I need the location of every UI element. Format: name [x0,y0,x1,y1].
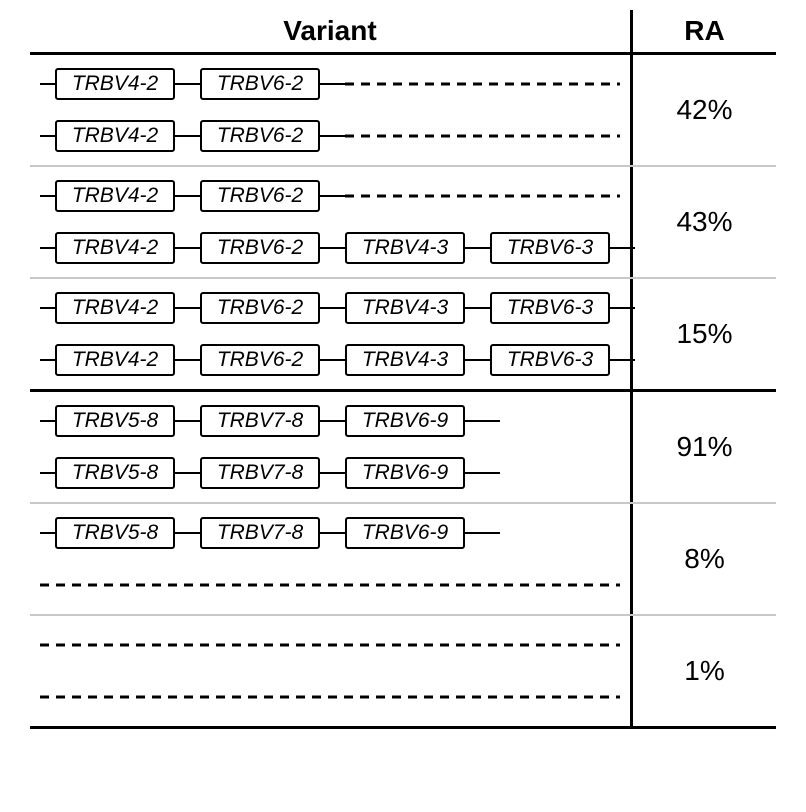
section: TRBV4-2 TRBV6-2 TRBV4-3 TRBV6-3 TRBV4-2 TRBV6… [30,279,776,389]
dash-line [345,83,620,86]
gene-box: TRBV4-2 [55,232,175,264]
ra-value: 43% [630,167,776,277]
gene-box: TRBV6-2 [200,68,320,100]
dash-line [40,584,620,587]
gene-box: TRBV4-2 [55,120,175,152]
ra-value: 42% [630,55,776,165]
ra-value: 1% [630,616,776,726]
allele-row: TRBV5-8 TRBV7-8 TRBV6-9 [30,402,630,440]
section: TRBV4-2 TRBV6-2 TRBV4-2 TRBV6-2 TRBV4-3 TRBV6… [30,167,776,277]
allele-row: TRBV4-2 TRBV6-2 TRBV4-3 TRBV6-3 [30,341,630,379]
variant-column: TRBV5-8 TRBV7-8 TRBV6-9 TRBV5-8 TRBV7-8 TRBV6… [30,392,630,502]
variant-column: TRBV4-2 TRBV6-2 TRBV4-2 TRBV6-2 TRBV4-3 TRBV6… [30,167,630,277]
dash-line [40,696,620,699]
gene-box: TRBV5-8 [55,517,175,549]
table-header: Variant RA [30,10,776,52]
variant-column: TRBV5-8 TRBV7-8 TRBV6-9 [30,504,630,614]
ra-value: 15% [630,279,776,389]
thick-divider [30,726,776,729]
allele-row: TRBV4-2 TRBV6-2 [30,65,630,103]
gene-box: TRBV5-8 [55,457,175,489]
section: TRBV5-8 TRBV7-8 TRBV6-9 8% [30,504,776,614]
allele-row [30,678,630,716]
gene-box: TRBV6-3 [490,292,610,324]
header-ra: RA [630,10,776,52]
gene-box: TRBV4-2 [55,344,175,376]
table-body: TRBV4-2TRBV6-2TRBV4-2TRBV6-242%TRBV4-2TR… [30,52,776,729]
section: TRBV5-8 TRBV7-8 TRBV6-9 TRBV5-8 TRBV7-8 TRBV6… [30,392,776,502]
dash-line [345,195,620,198]
header-variant: Variant [30,15,630,47]
gene-box: TRBV6-9 [345,457,465,489]
ra-value: 91% [630,392,776,502]
gene-box: TRBV7-8 [200,405,320,437]
gene-box: TRBV4-2 [55,180,175,212]
gene-box: TRBV6-9 [345,517,465,549]
allele-row: TRBV5-8 TRBV7-8 TRBV6-9 [30,454,630,492]
gene-box: TRBV7-8 [200,517,320,549]
gene-box: TRBV4-2 [55,68,175,100]
gene-box: TRBV7-8 [200,457,320,489]
gene-box: TRBV4-2 [55,292,175,324]
variant-column: TRBV4-2 TRBV6-2 TRBV4-3 TRBV6-3 TRBV4-2 TRBV6… [30,279,630,389]
gene-box: TRBV4-3 [345,344,465,376]
gene-box: TRBV6-2 [200,180,320,212]
section: TRBV4-2 TRBV6-2 TRBV4-2 TRBV6-2 42% [30,55,776,165]
allele-row: TRBV4-2 TRBV6-2 TRBV4-3 TRBV6-3 [30,289,630,327]
gene-box: TRBV6-3 [490,232,610,264]
gene-box: TRBV6-2 [200,120,320,152]
diagram-container: Variant RA TRBV4-2 TRBV6-2 TRBV4-2 TRBV6-2 4… [0,0,806,812]
gene-box: TRBV6-9 [345,405,465,437]
ra-value: 8% [630,504,776,614]
allele-row [30,566,630,604]
variant-column [30,616,630,726]
gene-box: TRBV4-3 [345,232,465,264]
section: 1% [30,616,776,726]
allele-row: TRBV5-8 TRBV7-8 TRBV6-9 [30,514,630,552]
dash-line [345,135,620,138]
gene-box: TRBV6-2 [200,292,320,324]
gene-box: TRBV5-8 [55,405,175,437]
allele-row: TRBV4-2 TRBV6-2 TRBV4-3 TRBV6-3 [30,229,630,267]
gene-box: TRBV4-3 [345,292,465,324]
dash-line [40,644,620,647]
variant-column: TRBV4-2 TRBV6-2 TRBV4-2 TRBV6-2 [30,55,630,165]
allele-row: TRBV4-2 TRBV6-2 [30,177,630,215]
allele-row: TRBV4-2 TRBV6-2 [30,117,630,155]
gene-box: TRBV6-2 [200,344,320,376]
gene-box: TRBV6-2 [200,232,320,264]
gene-box: TRBV6-3 [490,344,610,376]
allele-row [30,626,630,664]
